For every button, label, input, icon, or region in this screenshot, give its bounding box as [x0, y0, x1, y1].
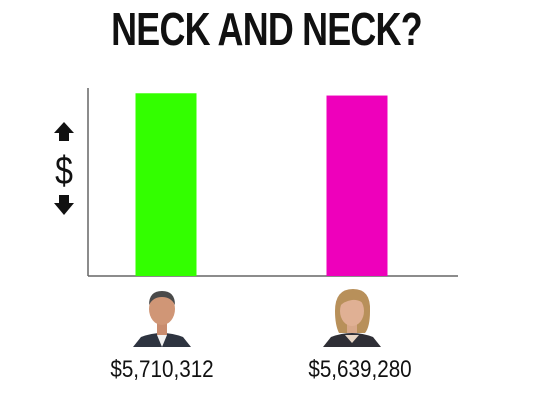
dollar-up-down-arrows-icon: $ [54, 122, 74, 215]
candidate-amount: $5,710,312 [110, 356, 214, 383]
candidate-amount: $5,639,280 [308, 356, 412, 383]
bar-1 [135, 93, 197, 276]
bar-2 [326, 95, 388, 277]
candidate-photo-man [133, 291, 191, 347]
candidate-photo-woman [323, 289, 381, 347]
svg-text:$: $ [55, 148, 73, 193]
chart-title: NECK AND NECK? [111, 3, 422, 55]
